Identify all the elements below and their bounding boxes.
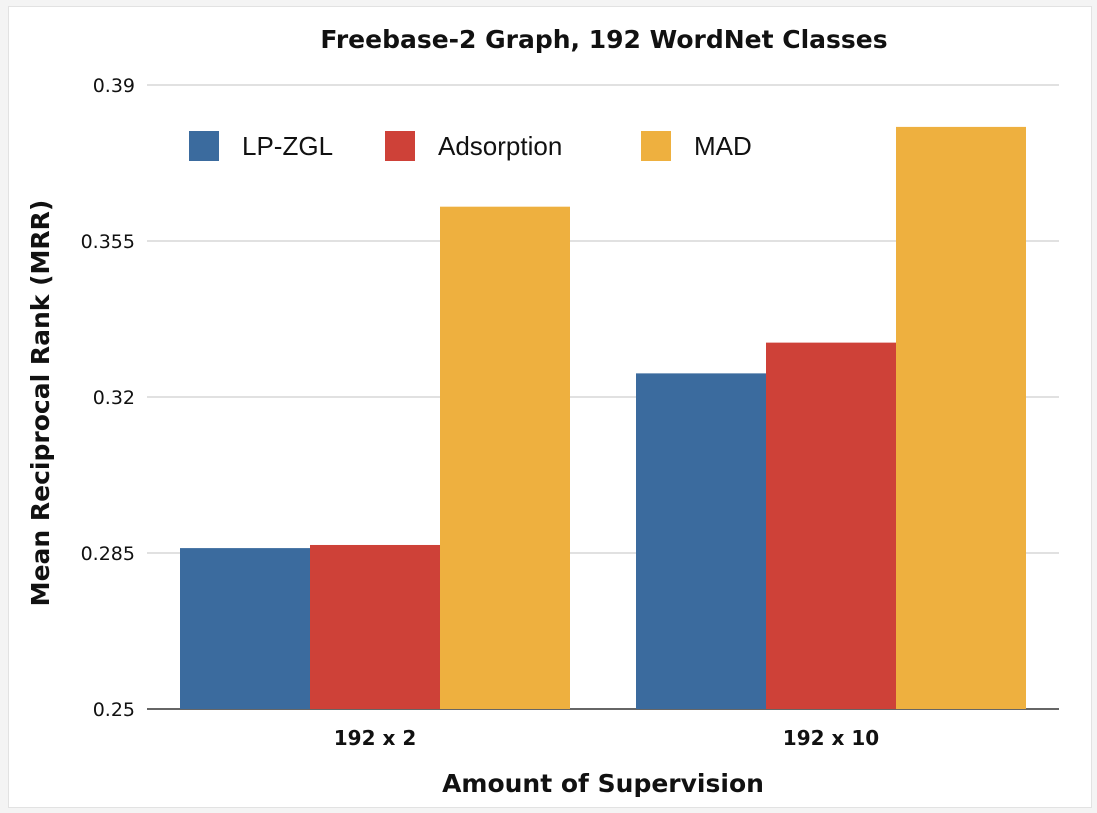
legend-swatch bbox=[385, 131, 415, 161]
y-tick-label: 0.39 bbox=[93, 75, 135, 97]
x-axis-title: Amount of Supervision bbox=[442, 769, 764, 798]
x-tick-label: 192 x 2 bbox=[334, 726, 417, 750]
chart-container: Freebase-2 Graph, 192 WordNet Classes 0.… bbox=[8, 6, 1092, 808]
bars bbox=[180, 126, 1026, 709]
y-tick-label: 0.285 bbox=[81, 543, 135, 565]
y-tick-label: 0.32 bbox=[93, 387, 135, 409]
legend-label: MAD bbox=[694, 131, 752, 161]
bar-mad-1 bbox=[440, 206, 570, 709]
bar-adsorption-2 bbox=[766, 342, 896, 709]
bar-lp-zgl-1 bbox=[180, 548, 310, 709]
legend-swatch bbox=[641, 131, 671, 161]
legend-swatch bbox=[189, 131, 219, 161]
legend-label: LP-ZGL bbox=[242, 131, 333, 161]
y-axis-title: Mean Reciprocal Rank (MRR) bbox=[26, 200, 55, 607]
bar-lp-zgl-2 bbox=[636, 373, 766, 709]
bar-mad-2 bbox=[896, 126, 1026, 709]
y-tick-labels: 0.25 0.285 0.32 0.355 0.39 bbox=[81, 75, 135, 721]
x-tick-labels: 192 x 2 192 x 10 bbox=[334, 726, 879, 750]
y-tick-label: 0.25 bbox=[93, 699, 135, 721]
chart-title: Freebase-2 Graph, 192 WordNet Classes bbox=[320, 25, 887, 54]
bar-chart: Freebase-2 Graph, 192 WordNet Classes 0.… bbox=[26, 25, 1059, 798]
legend-label: Adsorption bbox=[438, 131, 562, 161]
legend: LP-ZGL Adsorption MAD bbox=[189, 131, 752, 161]
y-tick-label: 0.355 bbox=[81, 231, 135, 253]
bar-adsorption-1 bbox=[310, 544, 440, 709]
x-tick-label: 192 x 10 bbox=[783, 726, 879, 750]
